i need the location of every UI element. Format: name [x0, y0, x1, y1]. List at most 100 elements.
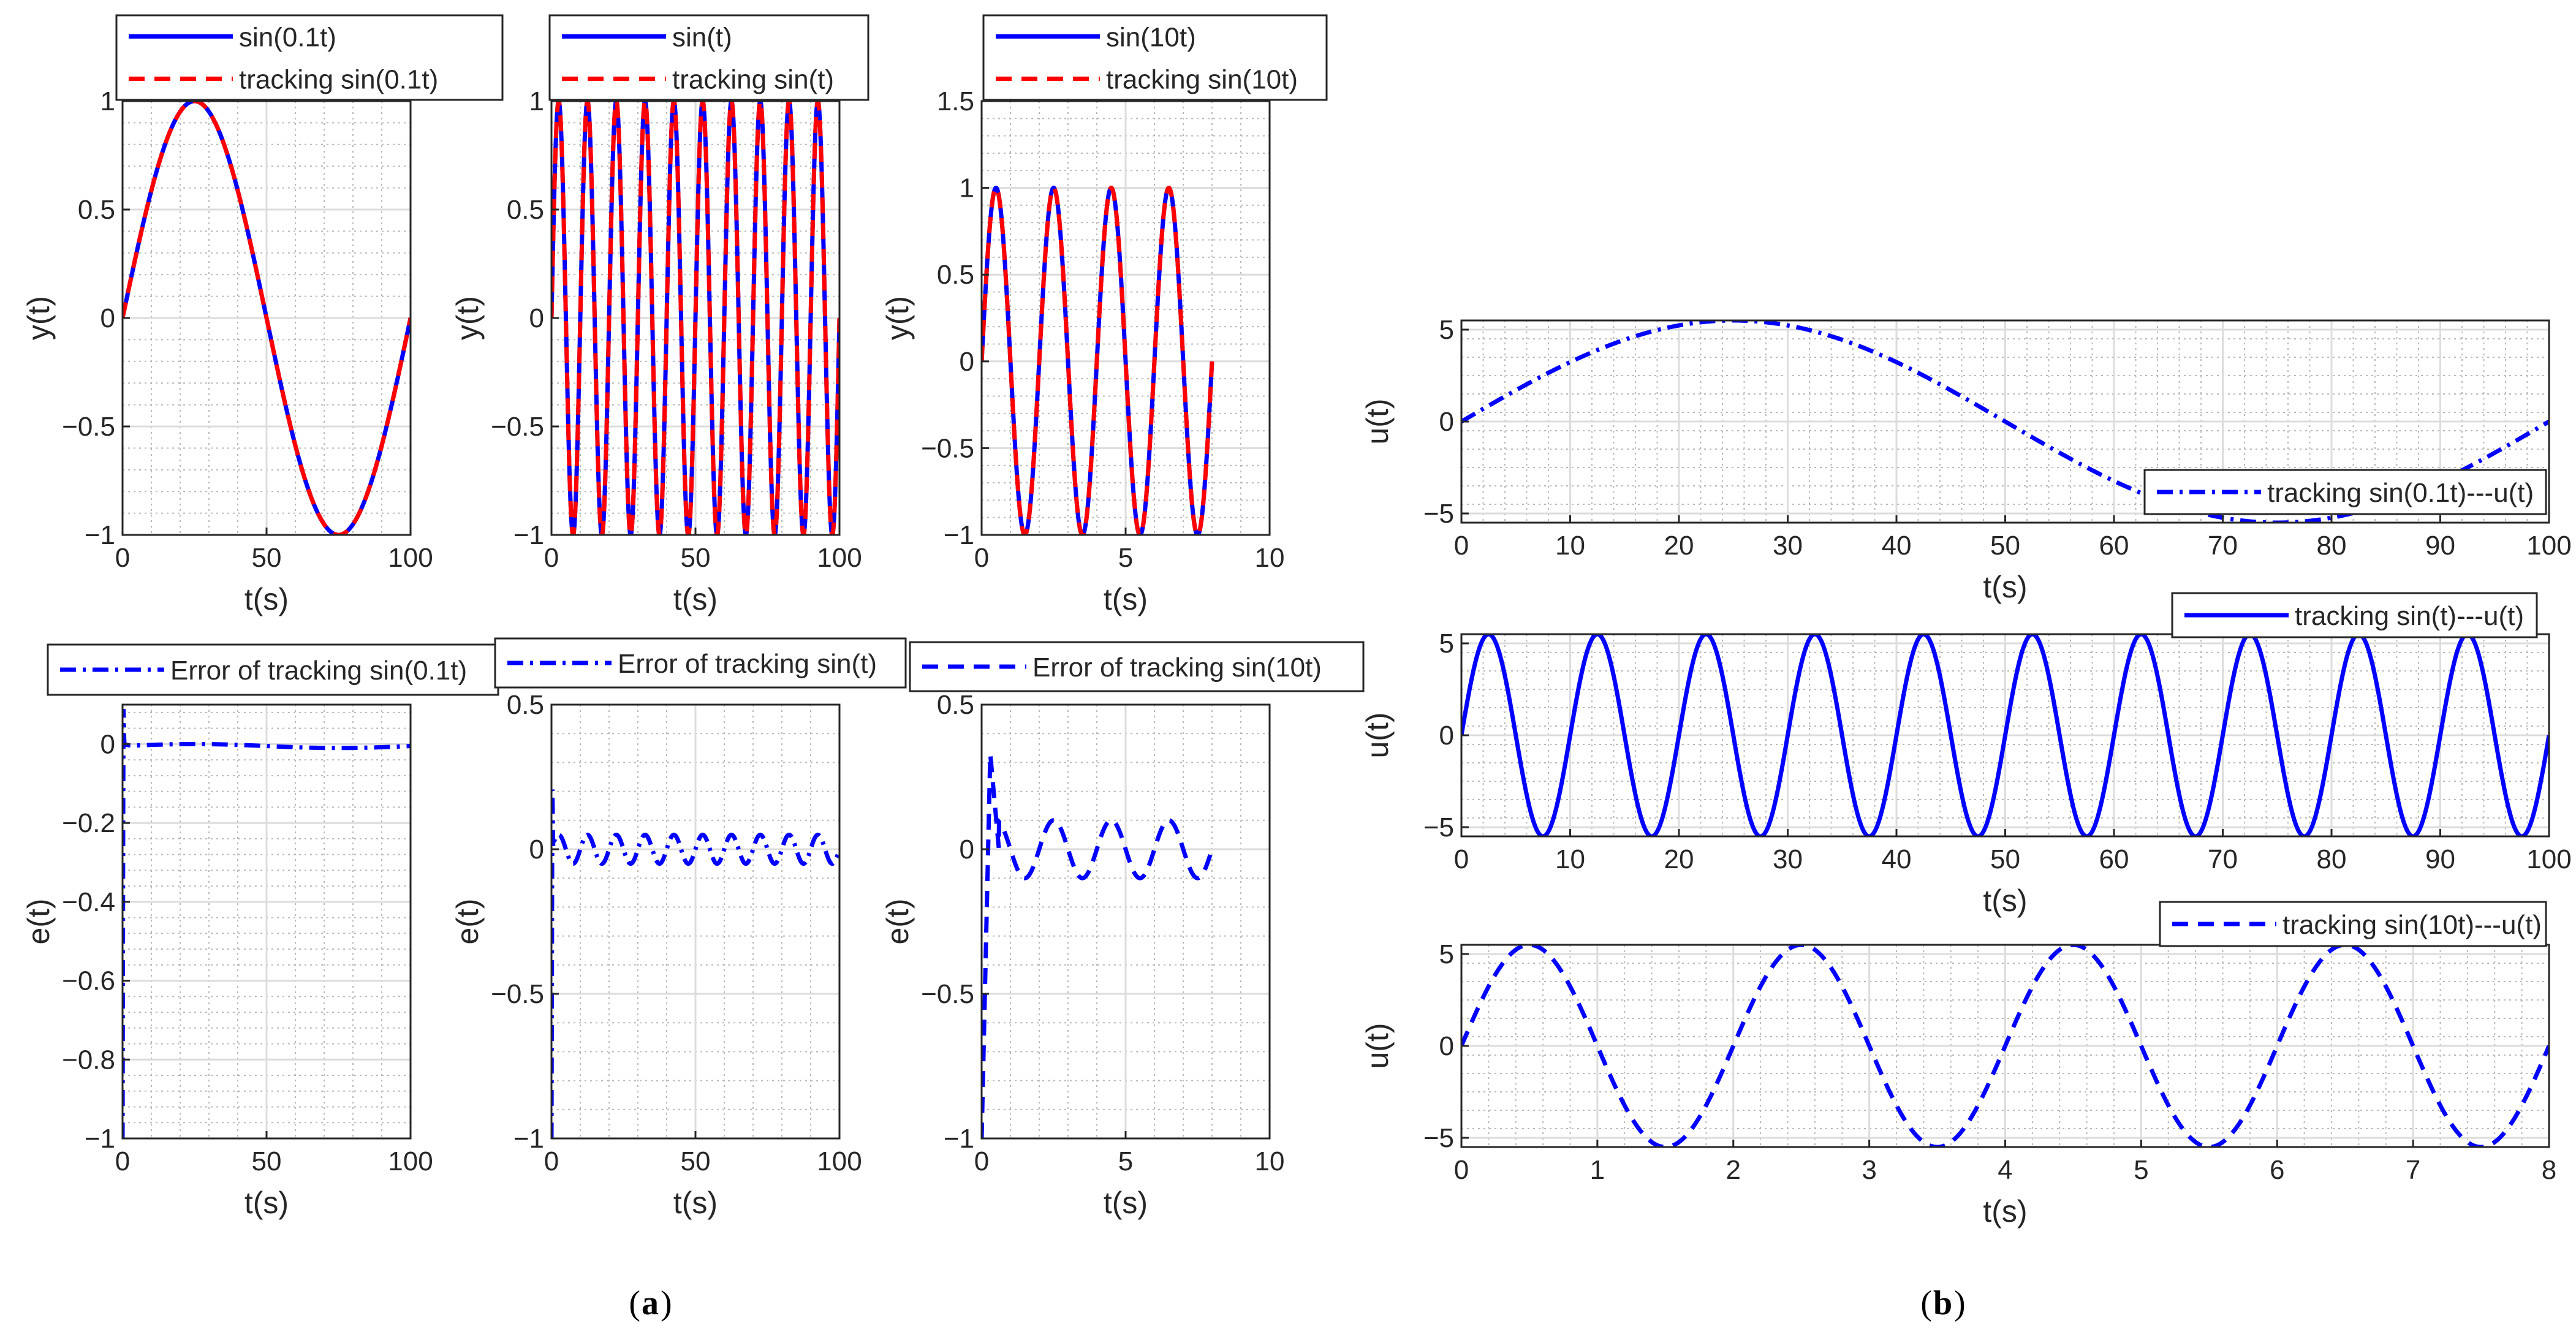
- y-axis-label: u(t): [1360, 399, 1395, 445]
- x-tick-label: 50: [681, 543, 711, 573]
- panel-label-b: ( b ): [1920, 1284, 1965, 1322]
- y-tick-label: 0.5: [507, 195, 544, 225]
- legend: Error of tracking sin(0.1t): [47, 643, 499, 696]
- y-tick-label: 0: [100, 729, 115, 759]
- x-tick-label: 10: [1255, 543, 1285, 573]
- panel-label-b-open: (: [1920, 1284, 1932, 1322]
- legend-label: tracking sin(t)---u(t): [2295, 601, 2524, 631]
- x-tick-label: 50: [1990, 844, 2020, 874]
- y-tick-label: −0.8: [62, 1045, 115, 1075]
- x-tick-label: 100: [2526, 531, 2571, 561]
- y-tick-label: 1: [960, 173, 974, 203]
- x-axis-label: t(s): [1104, 582, 1148, 616]
- y-tick-label: −1: [944, 1124, 974, 1154]
- chart-b1: 0 10 20 30 40 50 60 70 80 90 100−505t(s)u(t)tracki…: [1360, 315, 2572, 604]
- panel-label-a: ( a ): [629, 1284, 672, 1322]
- y-tick-label: 0: [960, 347, 974, 377]
- panel-label-a-close: ): [661, 1284, 672, 1322]
- legend-box: [115, 14, 504, 101]
- x-tick-label: 100: [817, 543, 862, 573]
- x-tick-label: 0: [1454, 1155, 1469, 1185]
- x-tick-label: 90: [2425, 844, 2455, 874]
- x-tick-label: 80: [2317, 844, 2347, 874]
- legend: tracking sin(10t)---u(t): [2159, 901, 2547, 947]
- chart-a3: 0 5 10 −1 −0.5 0 0.5 1 1.5 t(s) y(t) sin(10t) tracki…: [881, 14, 1328, 616]
- series-0-line: [123, 709, 411, 1138]
- x-axis-label: t(s): [673, 1186, 718, 1220]
- y-tick-label: −0.5: [491, 412, 544, 442]
- y-tick-label: −0.5: [491, 979, 544, 1009]
- y-axis-label: e(t): [21, 899, 56, 945]
- x-axis-label: t(s): [673, 582, 718, 616]
- y-axis-label: y(t): [881, 296, 915, 340]
- x-tick-label: 0: [544, 543, 559, 573]
- legend: Error of tracking sin(10t): [909, 641, 1365, 692]
- chart-a6: 0 5 10 −1 −0.5 0 0.5 t(s) e(t) Error of tracking …: [881, 641, 1365, 1220]
- legend: sin(0.1t) tracking sin(0.1t): [115, 14, 504, 101]
- x-tick-label: 50: [1990, 531, 2020, 561]
- series-0-line: [982, 754, 1214, 1138]
- y-tick-label: −0.5: [921, 433, 974, 463]
- x-tick-label: 10: [1555, 531, 1585, 561]
- x-tick-label: 4: [1998, 1155, 2012, 1185]
- x-axis-label: t(s): [1983, 1194, 2027, 1229]
- x-tick-label: 5: [1118, 543, 1133, 573]
- legend: sin(10t) tracking sin(10t): [982, 14, 1328, 101]
- legend-label: tracking sin(10t)---u(t): [2282, 910, 2542, 940]
- series-0-line: [1461, 945, 2549, 1147]
- legend-box: [47, 643, 499, 696]
- x-tick-label: 6: [2270, 1155, 2284, 1185]
- y-tick-label: 1: [529, 86, 544, 116]
- y-tick-label: 5: [1439, 315, 1454, 345]
- legend-box: [982, 14, 1328, 101]
- x-tick-label: 8: [2542, 1155, 2556, 1185]
- legend: tracking sin(t)---u(t): [2171, 592, 2538, 638]
- x-tick-label: 0: [115, 543, 130, 573]
- legend: tracking sin(0.1t)---u(t): [2143, 469, 2547, 515]
- x-tick-label: 10: [1555, 844, 1585, 874]
- legend-label: Error of tracking sin(t): [618, 649, 877, 679]
- y-axis-label: u(t): [1360, 713, 1395, 759]
- y-tick-label: 5: [1439, 939, 1454, 969]
- chart-a5: 0 50 100 −1 −0.5 0 0.5 t(s) e(t) Error of trackin…: [450, 637, 907, 1220]
- x-tick-label: 50: [681, 1146, 711, 1176]
- y-axis-label: u(t): [1360, 1023, 1395, 1069]
- series-0-line: [551, 101, 839, 535]
- y-tick-label: −0.5: [921, 979, 974, 1009]
- panel-label-b-letter: b: [1933, 1284, 1952, 1322]
- panel-label-a-open: (: [629, 1284, 640, 1322]
- x-tick-label: 50: [252, 1146, 282, 1176]
- legend-box: [548, 14, 869, 101]
- x-tick-label: 20: [1664, 844, 1694, 874]
- legend-label: tracking sin(t): [672, 65, 834, 95]
- legend-label: tracking sin(10t): [1106, 65, 1298, 95]
- x-axis-label: t(s): [1983, 570, 2027, 604]
- y-tick-label: 0: [529, 835, 544, 865]
- y-tick-label: 0: [1439, 721, 1454, 751]
- x-tick-label: 10: [1255, 1146, 1285, 1176]
- y-tick-label: 0: [1439, 1031, 1454, 1061]
- legend-label: Error of tracking sin(0.1t): [170, 656, 467, 686]
- x-tick-label: 0: [974, 1146, 989, 1176]
- y-tick-label: −5: [1423, 1123, 1454, 1153]
- y-tick-label: −1: [944, 520, 974, 550]
- y-tick-label: 5: [1439, 629, 1454, 659]
- y-tick-label: −5: [1423, 499, 1454, 529]
- y-tick-label: 0.5: [937, 260, 974, 290]
- y-axis-label: e(t): [881, 899, 915, 945]
- y-tick-label: −0.5: [62, 412, 115, 442]
- legend-box: [2143, 469, 2547, 515]
- legend: sin(t) tracking sin(t): [548, 14, 869, 101]
- x-tick-label: 80: [2317, 531, 2347, 561]
- y-tick-label: −0.4: [62, 887, 115, 917]
- x-tick-label: 40: [1882, 844, 1912, 874]
- y-tick-label: 0.5: [507, 690, 544, 720]
- y-tick-label: −5: [1423, 812, 1454, 842]
- series-1-line: [123, 101, 411, 535]
- y-tick-label: 0: [529, 303, 544, 333]
- y-tick-label: 0.5: [937, 690, 974, 720]
- x-tick-label: 0: [974, 543, 989, 573]
- x-tick-label: 2: [1726, 1155, 1741, 1185]
